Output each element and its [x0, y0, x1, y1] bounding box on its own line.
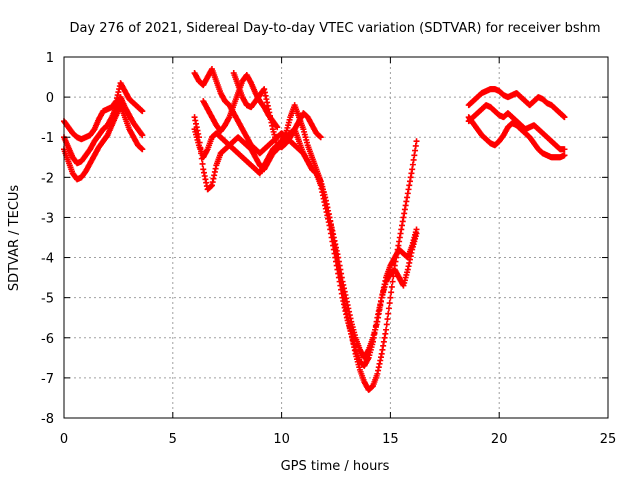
series-9 [465, 102, 568, 153]
grid-lines [64, 57, 608, 418]
x-tick-label: 10 [273, 432, 290, 447]
x-tick-label: 20 [491, 432, 508, 447]
data-point-fill [388, 289, 395, 296]
data-point [139, 146, 146, 153]
data-point-fill [385, 310, 392, 317]
data-point [139, 108, 146, 115]
data-points [61, 66, 568, 393]
data-point [274, 124, 281, 131]
data-point [413, 230, 420, 237]
data-point-fill [199, 160, 206, 167]
y-tick-label: 1 [46, 51, 54, 66]
data-point [383, 326, 390, 333]
data-point-fill [383, 321, 390, 328]
x-tick-label: 5 [169, 432, 177, 447]
x-axis-label: GPS time / hours [281, 459, 390, 474]
y-tick-label: -7 [41, 372, 54, 387]
data-point-fill [386, 300, 393, 307]
y-tick-label: -2 [41, 171, 54, 186]
y-tick-label: -4 [41, 252, 54, 267]
series-10 [465, 114, 568, 161]
x-tick-label: 25 [600, 432, 617, 447]
data-point [317, 134, 324, 141]
plot-frame [63, 56, 609, 419]
y-tick-label: -6 [41, 332, 54, 347]
series-7 [230, 70, 324, 151]
data-point [413, 138, 420, 145]
y-tick-label: -5 [41, 292, 54, 307]
y-tick-label: 0 [46, 91, 54, 106]
series-2 [61, 80, 146, 143]
data-point-fill [388, 283, 395, 290]
data-point [561, 146, 568, 153]
data-point-fill [389, 278, 396, 285]
data-point [561, 114, 568, 121]
y-axis-label: SDTVAR / TECUs [7, 185, 22, 292]
y-tick-label: -1 [41, 131, 54, 146]
data-point-fill [385, 305, 392, 312]
data-point-fill [384, 316, 391, 323]
y-tick-label: -3 [41, 211, 54, 226]
y-tick-label: -8 [41, 412, 54, 427]
axis-ticks [63, 56, 609, 419]
data-point [139, 132, 146, 139]
data-point [561, 152, 568, 159]
data-point [387, 294, 394, 301]
series-8 [465, 86, 568, 121]
x-tick-label: 15 [382, 432, 399, 447]
x-tick-label: 0 [60, 432, 68, 447]
chart-title: Day 276 of 2021, Sidereal Day-to-day VTE… [69, 21, 600, 36]
